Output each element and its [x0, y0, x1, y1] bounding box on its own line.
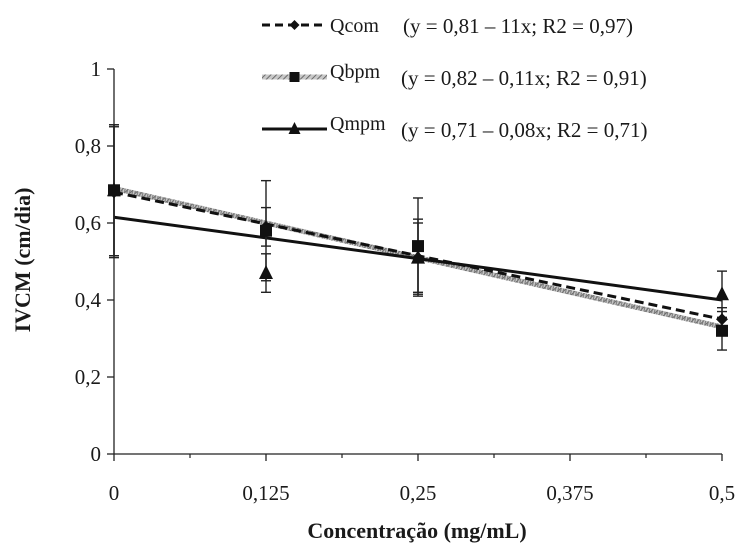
legend-item-qbpm-equation: (y = 0,82 – 0,11x; R2 = 0,91)	[401, 66, 647, 90]
point-qbpm	[260, 224, 272, 237]
x-tick-label: 0,375	[546, 481, 593, 505]
error-bars	[109, 124, 727, 351]
point-qcom	[716, 313, 728, 326]
axes: 0 0,2 0,4 0,6 0,8 1 0 0,125 0,25 0,375 0,5	[75, 57, 735, 505]
y-tick-label: 0,2	[75, 365, 101, 389]
point-qbpm	[412, 240, 424, 253]
y-axis-title: IVCM (cm/dia)	[10, 188, 35, 333]
point-qmpm	[411, 249, 425, 264]
y-tick-label: 1	[91, 57, 102, 81]
x-tick-label: 0,25	[400, 481, 437, 505]
y-tick-label: 0,6	[75, 211, 101, 235]
point-qmpm	[259, 265, 273, 280]
point-qmpm	[715, 286, 729, 301]
legend-item-qcom-label: Qcom	[330, 15, 379, 37]
x-tick-label: 0	[109, 481, 120, 505]
legend-item-qcom-marker	[289, 20, 300, 30]
legend-item-qmpm-marker	[288, 122, 301, 134]
legend-item-qcom-equation: (y = 0,81 – 11x; R2 = 0,97)	[403, 14, 633, 38]
legend-item-qbpm-label: Qbpm	[330, 61, 380, 83]
data-points	[107, 182, 729, 337]
x-axis-title: Concentração (mg/mL)	[307, 518, 526, 543]
point-qbpm	[716, 324, 728, 337]
y-tick-label: 0	[91, 442, 102, 466]
legend-item-qbpm-marker	[289, 72, 300, 82]
point-qmpm	[107, 182, 121, 197]
x-tick-label: 0,5	[709, 481, 735, 505]
x-tick-label: 0,125	[242, 481, 289, 505]
legend-item-qmpm-equation: (y = 0,71 – 0,08x; R2 = 0,71)	[401, 118, 648, 142]
legend: Qcom (y = 0,81 – 11x; R2 = 0,97) Qbpm (y = …	[262, 14, 648, 142]
legend-item-qmpm-label: Qmpm	[330, 113, 386, 135]
y-tick-label: 0,8	[75, 134, 101, 158]
y-tick-label: 0,4	[75, 288, 102, 312]
